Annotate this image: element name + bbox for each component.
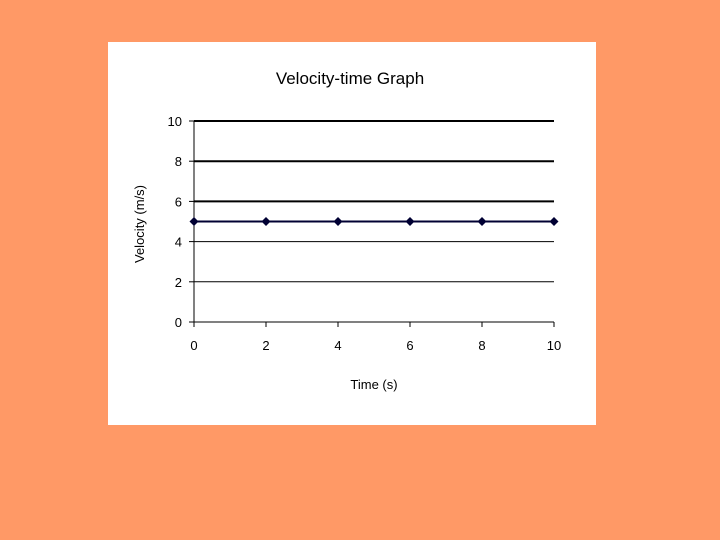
y-tick-labels: 0 2 4 6 8 10 — [168, 114, 182, 330]
data-point-0-1 — [261, 217, 271, 226]
data-point-0-5 — [549, 217, 559, 226]
x-tick-labels: 0 2 4 6 8 10 — [190, 338, 561, 353]
x-tick-label-8: 8 — [478, 338, 485, 353]
data-point-0-0 — [189, 217, 199, 226]
y-tick-label-4: 4 — [175, 235, 182, 250]
y-tick-label-2: 2 — [175, 275, 182, 290]
velocity-time-chart: Velocity-time Graph 0 2 4 6 8 10 0 2 4 6 8 10 Time… — [132, 69, 561, 392]
series-velocity — [189, 217, 559, 226]
y-axis-title: Velocity (m/s) — [132, 185, 147, 263]
x-tick-label-0: 0 — [190, 338, 197, 353]
data-point-0-4 — [477, 217, 487, 226]
x-tick-label-4: 4 — [334, 338, 341, 353]
chart-title: Velocity-time Graph — [276, 69, 424, 88]
y-tick-label-0: 0 — [175, 315, 182, 330]
x-axis-title: Time (s) — [350, 377, 397, 392]
gridlines — [194, 120, 554, 283]
x-tick-label-10: 10 — [547, 338, 561, 353]
y-tick-label-6: 6 — [175, 194, 182, 209]
y-tick-label-10: 10 — [168, 114, 182, 129]
data-point-0-2 — [333, 217, 343, 226]
x-tick-label-6: 6 — [406, 338, 413, 353]
data-point-0-3 — [405, 217, 415, 226]
x-tick-label-2: 2 — [262, 338, 269, 353]
y-tick-label-8: 8 — [175, 154, 182, 169]
chart-panel: Velocity-time Graph 0 2 4 6 8 10 0 2 4 6 8 10 Time… — [108, 42, 596, 425]
axes — [189, 120, 555, 327]
